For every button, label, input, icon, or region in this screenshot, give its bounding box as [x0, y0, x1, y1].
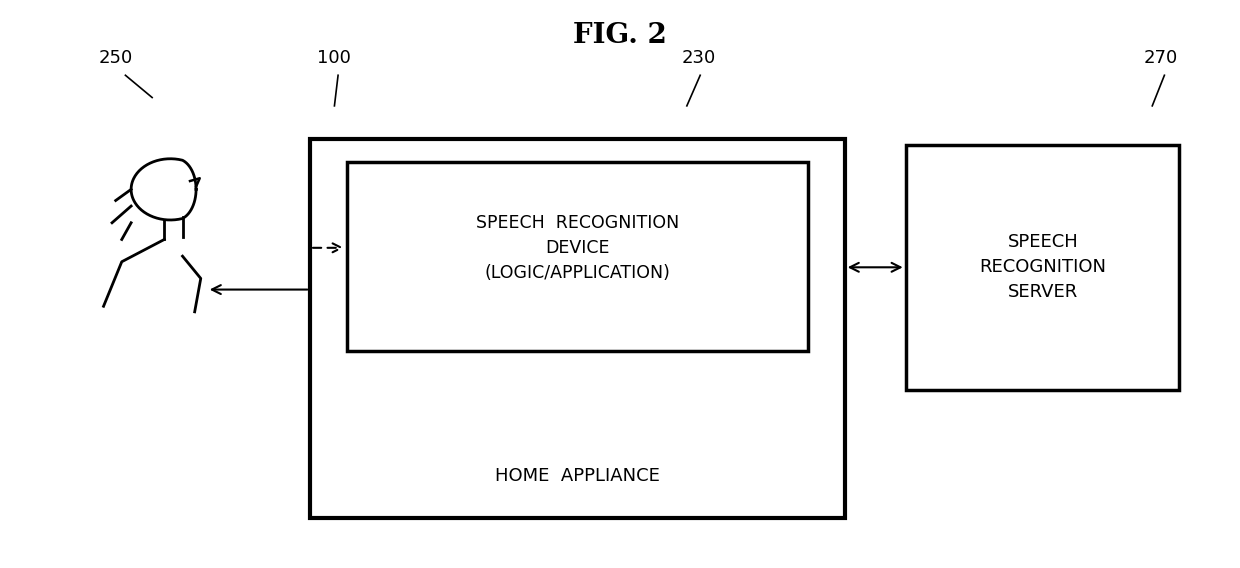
Text: 230: 230	[682, 49, 717, 67]
Text: HOME  APPLIANCE: HOME APPLIANCE	[495, 467, 660, 485]
Text: SPEECH
RECOGNITION
SERVER: SPEECH RECOGNITION SERVER	[980, 233, 1106, 301]
Bar	[905, 145, 1179, 390]
Text: 100: 100	[317, 49, 351, 67]
Text: 250: 250	[98, 49, 133, 67]
Bar	[346, 161, 808, 351]
Text: 270: 270	[1143, 49, 1178, 67]
Bar	[310, 139, 844, 518]
Text: SPEECH  RECOGNITION
DEVICE
(LOGIC/APPLICATION): SPEECH RECOGNITION DEVICE (LOGIC/APPLICA…	[476, 214, 680, 282]
Text: FIG. 2: FIG. 2	[573, 22, 667, 49]
